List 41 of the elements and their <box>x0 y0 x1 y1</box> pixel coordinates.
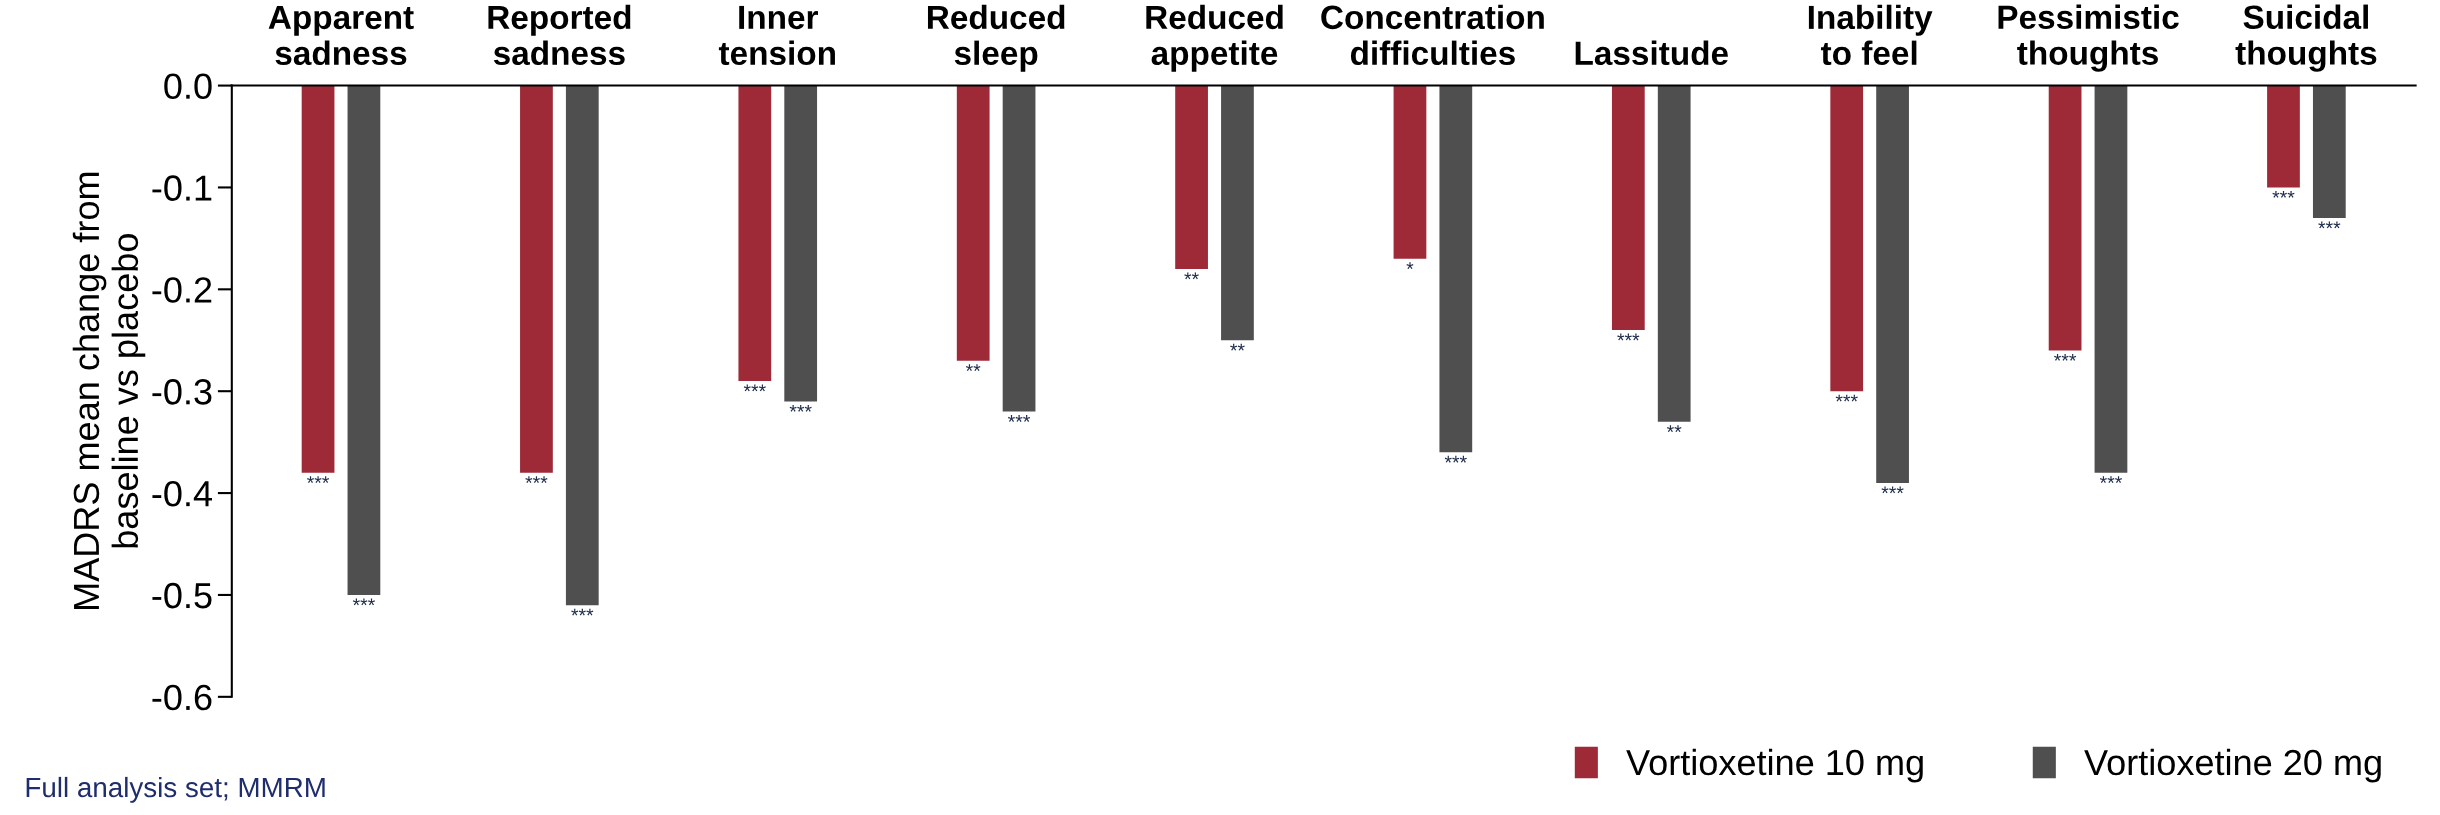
x-tick-label: Inner tension <box>718 5 835 66</box>
data-label: ** <box>1666 425 1682 433</box>
y-tick-label: -0.4 <box>152 480 212 507</box>
data-label: *** <box>1444 455 1467 463</box>
y-tick-label: -0.5 <box>152 582 212 609</box>
data-label: *** <box>2272 190 2295 198</box>
data-label: *** <box>1008 415 1031 422</box>
data-label: ** <box>1184 272 1199 280</box>
y-tick-label: -0.3 <box>152 379 212 405</box>
y-axis-title: MADRS mean change from baseline vs placebo <box>72 172 146 609</box>
data-label: *** <box>1881 486 1904 494</box>
x-tick-label: Suicidal thoughts <box>2235 4 2377 72</box>
legend-label: Vortioxetine 20 mg <box>2084 748 2381 783</box>
x-tick-label: Reduced appetite <box>1146 4 1283 72</box>
text: Full analysis set; MMRM <box>26 776 325 803</box>
x-tick-label: Reduced sleep <box>927 4 1065 72</box>
data-label: ** <box>965 364 981 371</box>
data-label: *** <box>789 404 812 412</box>
legend-label: Vortioxetine 10 mg <box>1626 748 1923 783</box>
y-tick-label: -0.1 <box>152 175 212 201</box>
x-tick-label: Concentration difficulties <box>1321 4 1544 66</box>
x-tick-label: Pessimistic thoughts <box>1998 4 2179 72</box>
data-label: *** <box>743 384 766 392</box>
data-label: *** <box>307 476 330 484</box>
data-label: * <box>1406 262 1414 270</box>
y-tick-label: 0.0 <box>164 73 212 100</box>
x-tick-label: Lassitude <box>1575 40 1728 66</box>
data-label: *** <box>2054 353 2077 361</box>
data-label: *** <box>2318 221 2341 229</box>
y-tick-label: -0.2 <box>152 277 212 303</box>
data-label: ** <box>1230 343 1245 351</box>
y-tick-label: -0.6 <box>152 684 212 711</box>
x-tick-label: Apparent sadness <box>268 5 414 66</box>
data-label: *** <box>525 476 548 484</box>
data-label: *** <box>1835 394 1858 402</box>
data-label: *** <box>352 598 375 606</box>
data-label: *** <box>2099 476 2123 484</box>
x-tick-label: Reported sadness <box>488 4 631 66</box>
data-label: *** <box>1617 333 1640 341</box>
data-label: *** <box>571 608 594 616</box>
x-tick-label: Inability to feel <box>1808 4 1933 66</box>
